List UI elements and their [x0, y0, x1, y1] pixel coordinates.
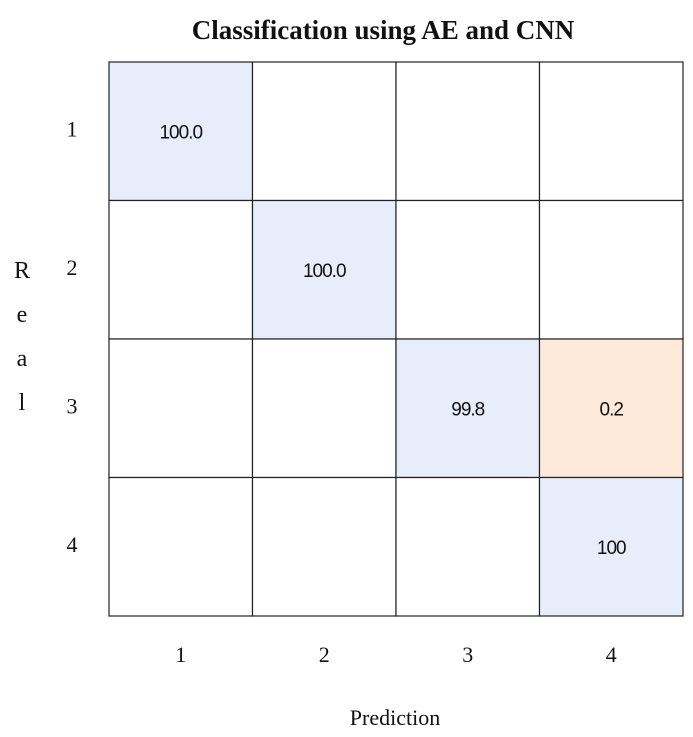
chart-title: Classification using AE and CNN	[192, 15, 575, 45]
value-label: 100.0	[159, 122, 202, 143]
x-tick-label: 2	[319, 642, 330, 667]
cell	[395, 338, 541, 479]
cell	[251, 476, 397, 617]
cell	[395, 61, 541, 202]
y-tick-label: 4	[67, 532, 78, 557]
cell	[395, 199, 541, 340]
y-tick-label: 1	[67, 116, 78, 141]
cell	[538, 61, 684, 202]
y-axis-label: Real	[9, 258, 35, 434]
cell	[108, 476, 254, 617]
cell	[251, 199, 397, 340]
value-label: 0.2	[600, 399, 624, 420]
cell	[251, 338, 397, 479]
cell	[395, 476, 541, 617]
cell	[251, 61, 397, 202]
cell	[538, 199, 684, 340]
cell	[538, 476, 684, 617]
value-label: 100	[597, 538, 626, 559]
cell	[108, 199, 254, 340]
x-tick-label: 1	[175, 642, 186, 667]
y-tick-label: 3	[67, 393, 78, 418]
cell	[108, 61, 254, 202]
value-label: 99.8	[451, 399, 484, 420]
cell	[108, 338, 254, 479]
x-tick-label: 4	[606, 642, 617, 667]
x-tick-label: 3	[462, 642, 473, 667]
y-tick-label: 2	[67, 255, 78, 280]
cell	[538, 338, 684, 479]
value-label: 100.0	[303, 261, 346, 282]
x-axis-label: Prediction	[350, 705, 440, 730]
